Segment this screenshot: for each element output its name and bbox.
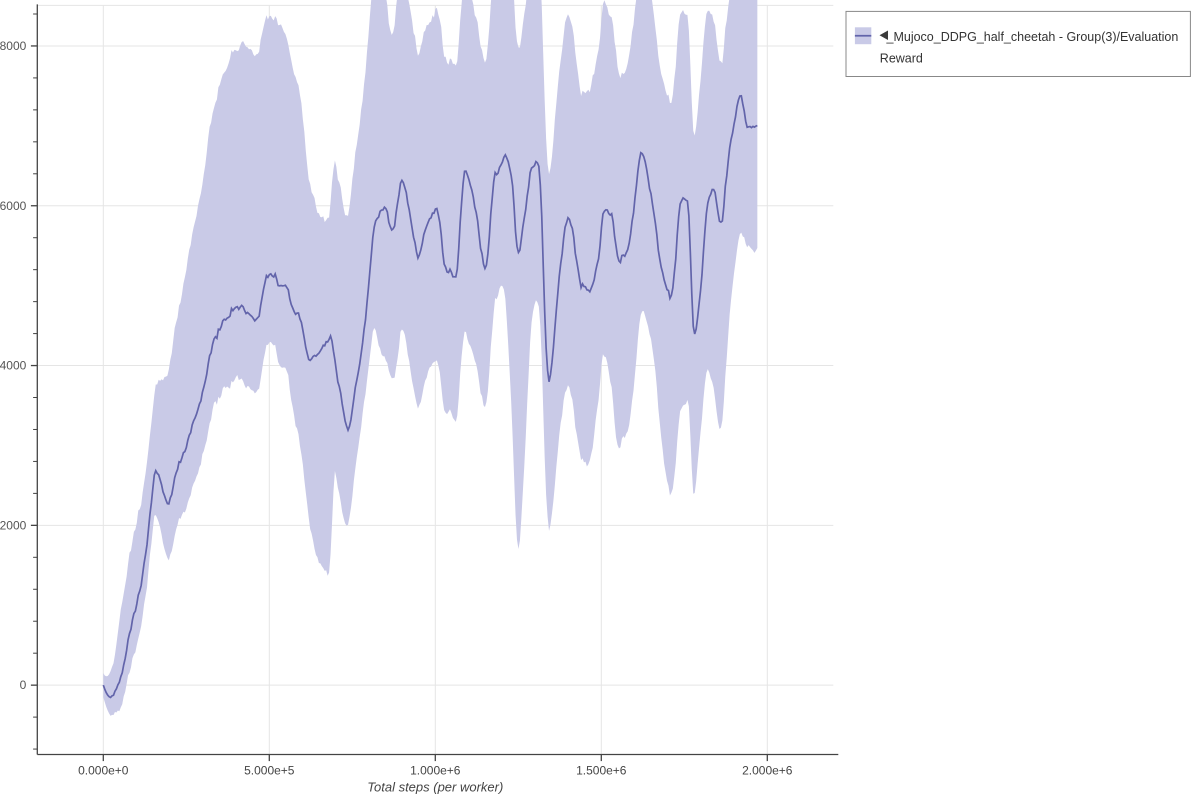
svg-text:2000: 2000 [0, 518, 27, 532]
svg-text:2.000e+6: 2.000e+6 [742, 764, 793, 778]
svg-text:6000: 6000 [0, 199, 27, 213]
svg-text:8000: 8000 [0, 39, 27, 53]
svg-text:0.000e+0: 0.000e+0 [78, 764, 129, 778]
svg-text:0: 0 [20, 678, 27, 692]
svg-text:4000: 4000 [0, 359, 27, 373]
svg-text:_Mujoco_DDPG_half_cheetah - Gr: _Mujoco_DDPG_half_cheetah - Group(3)/Eva… [886, 30, 1179, 44]
svg-text:Total steps (per worker): Total steps (per worker) [367, 780, 503, 795]
svg-text:Reward: Reward [880, 51, 923, 65]
svg-text:5.000e+5: 5.000e+5 [244, 764, 295, 778]
svg-text:1.500e+6: 1.500e+6 [576, 764, 627, 778]
svg-text:1.000e+6: 1.000e+6 [410, 764, 461, 778]
